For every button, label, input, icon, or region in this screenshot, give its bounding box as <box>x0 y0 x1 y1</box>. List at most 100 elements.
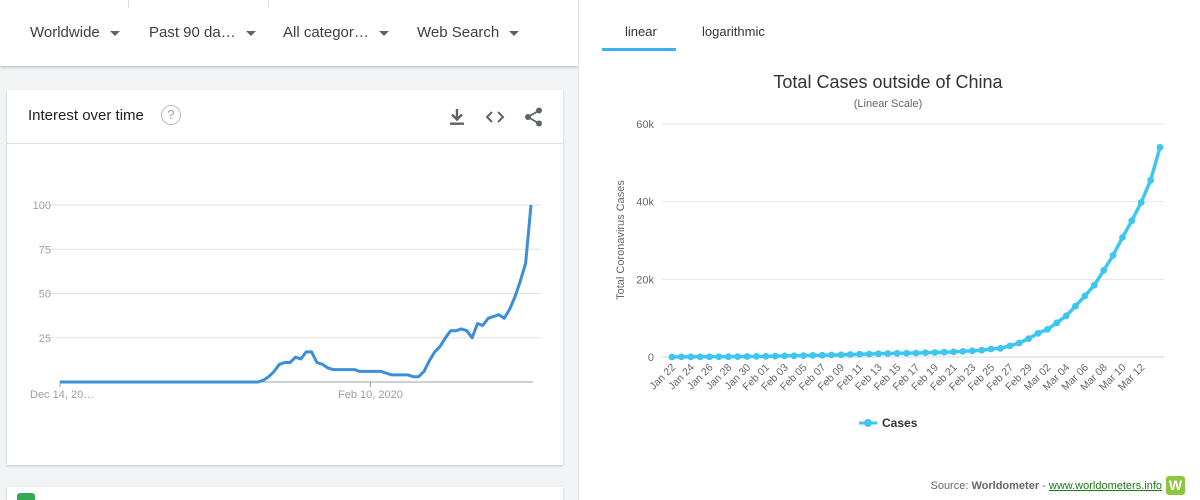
source-link[interactable]: www.worldometers.info <box>1048 480 1162 492</box>
cases-data-point <box>931 349 939 356</box>
filter-region-dropdown[interactable]: Worldwide <box>30 24 120 41</box>
cases-data-point <box>668 353 676 361</box>
cases-data-point <box>1015 339 1023 347</box>
filter-searchtype-label: Web Search <box>417 24 500 41</box>
cases-data-point <box>762 352 770 360</box>
y-axis-title: Total Coronavirus Cases <box>615 180 627 300</box>
cases-data-point <box>968 347 976 355</box>
cases-data-point <box>1137 199 1145 206</box>
legend-label: Cases <box>882 416 918 430</box>
cases-data-point <box>1053 319 1061 327</box>
filter-timerange-label: Past 90 da… <box>149 24 236 41</box>
cases-data-point <box>753 353 760 360</box>
cases-data-point <box>809 352 817 359</box>
interest-series-line <box>60 204 533 384</box>
filter-divider <box>268 0 269 8</box>
trends-line-chart: 25 50 75 100 Dec 14, 20… Feb 10, 2020 <box>30 200 541 401</box>
y-tick-label: 40k <box>636 197 654 209</box>
cases-data-point <box>715 353 723 361</box>
cases-data-point <box>1109 251 1117 259</box>
cases-data-point <box>959 348 967 355</box>
caret-down-icon <box>245 31 256 36</box>
active-tab-indicator <box>602 48 676 51</box>
cases-data-point <box>856 350 864 358</box>
cases-data-point <box>1119 234 1126 241</box>
cases-data-point <box>997 344 1004 352</box>
x-tick-label: Dec 14, 20… <box>30 389 94 401</box>
cases-data-point <box>1100 267 1108 274</box>
legend-marker <box>864 419 872 427</box>
help-icon[interactable]: ? <box>161 105 181 125</box>
chart-subtitle: (Linear Scale) <box>853 98 923 110</box>
cases-data-point <box>1072 302 1079 310</box>
next-card <box>7 487 563 500</box>
y-tick-label: 0 <box>648 352 654 364</box>
cases-series-line <box>671 146 1162 359</box>
cases-data-point <box>771 352 779 360</box>
cases-data-point <box>1128 217 1136 225</box>
source-prefix: Source: <box>930 480 969 492</box>
tab-logarithmic[interactable]: logarithmic <box>702 24 765 39</box>
cases-data-point <box>706 353 713 361</box>
cases-data-point <box>828 351 835 359</box>
y-tick-label: 25 <box>39 333 51 345</box>
cases-data-point <box>912 349 920 357</box>
cases-data-point <box>781 352 788 360</box>
filter-timerange-dropdown[interactable]: Past 90 da… <box>149 24 256 41</box>
filter-category-label: All categor… <box>283 24 369 41</box>
filter-bar: Worldwide Past 90 da… All categor… Web S… <box>0 0 578 66</box>
cases-data-point <box>743 353 751 360</box>
caret-down-icon <box>378 31 389 36</box>
cases-data-point <box>884 350 892 357</box>
card-header: Interest over time ? <box>7 90 563 144</box>
embed-code-icon[interactable] <box>484 106 506 128</box>
worldometer-panel: linear logarithmic 0 20k 40k 60k Total Coron… <box>594 0 1200 500</box>
y-tick-label: 50 <box>39 289 51 301</box>
filter-divider <box>128 0 129 8</box>
cases-data-point <box>1025 335 1032 342</box>
cases-data-point <box>987 345 995 353</box>
source-separator: - <box>1042 480 1046 492</box>
interest-over-time-card: Interest over time ? 25 50 75 100 Dec 14, 20… <box>7 90 563 465</box>
filter-region-label: Worldwide <box>30 24 100 41</box>
cases-data-point <box>687 353 695 361</box>
cases-data-point <box>1156 143 1164 151</box>
cases-data-point <box>1006 342 1014 350</box>
share-icon[interactable] <box>523 106 545 128</box>
cases-data-point <box>724 353 732 361</box>
cases-data-point <box>837 351 845 359</box>
cases-data-point <box>940 348 948 356</box>
panel-divider <box>578 0 594 500</box>
source-credit: Source: Worldometer - www.worldometers.i… <box>930 480 1162 492</box>
cases-data-point <box>903 349 910 357</box>
y-tick-label: 20k <box>636 274 654 286</box>
cases-data-point <box>875 350 882 358</box>
filter-searchtype-dropdown[interactable]: Web Search <box>417 24 520 41</box>
cases-data-point <box>950 348 957 356</box>
x-tick-label: Feb 10, 2020 <box>338 389 403 401</box>
worldometer-logo-icon: W <box>1166 476 1185 495</box>
caret-down-icon <box>509 31 520 36</box>
filter-category-dropdown[interactable]: All categor… <box>283 24 389 41</box>
chart-title: Total Cases outside of China <box>773 72 1003 92</box>
cases-data-point <box>696 353 704 361</box>
download-icon[interactable] <box>446 106 468 128</box>
cases-data-point <box>818 351 826 359</box>
tab-linear[interactable]: linear <box>625 24 657 39</box>
y-tick-label: 60k <box>636 119 654 131</box>
cases-data-point <box>790 352 798 360</box>
cases-data-point <box>1034 329 1042 337</box>
app-logo-icon <box>17 493 35 500</box>
cases-data-point <box>893 349 901 357</box>
cases-data-point <box>734 353 742 360</box>
cases-data-point <box>1044 326 1051 333</box>
source-name: Worldometer <box>971 480 1040 492</box>
cases-data-point <box>1081 292 1089 300</box>
cases-data-point <box>922 349 929 357</box>
cases-data-point <box>846 351 854 358</box>
cases-data-point <box>1062 312 1070 320</box>
y-tick-label: 75 <box>39 244 51 256</box>
cases-data-point <box>1090 281 1098 289</box>
cases-data-point <box>800 352 807 359</box>
